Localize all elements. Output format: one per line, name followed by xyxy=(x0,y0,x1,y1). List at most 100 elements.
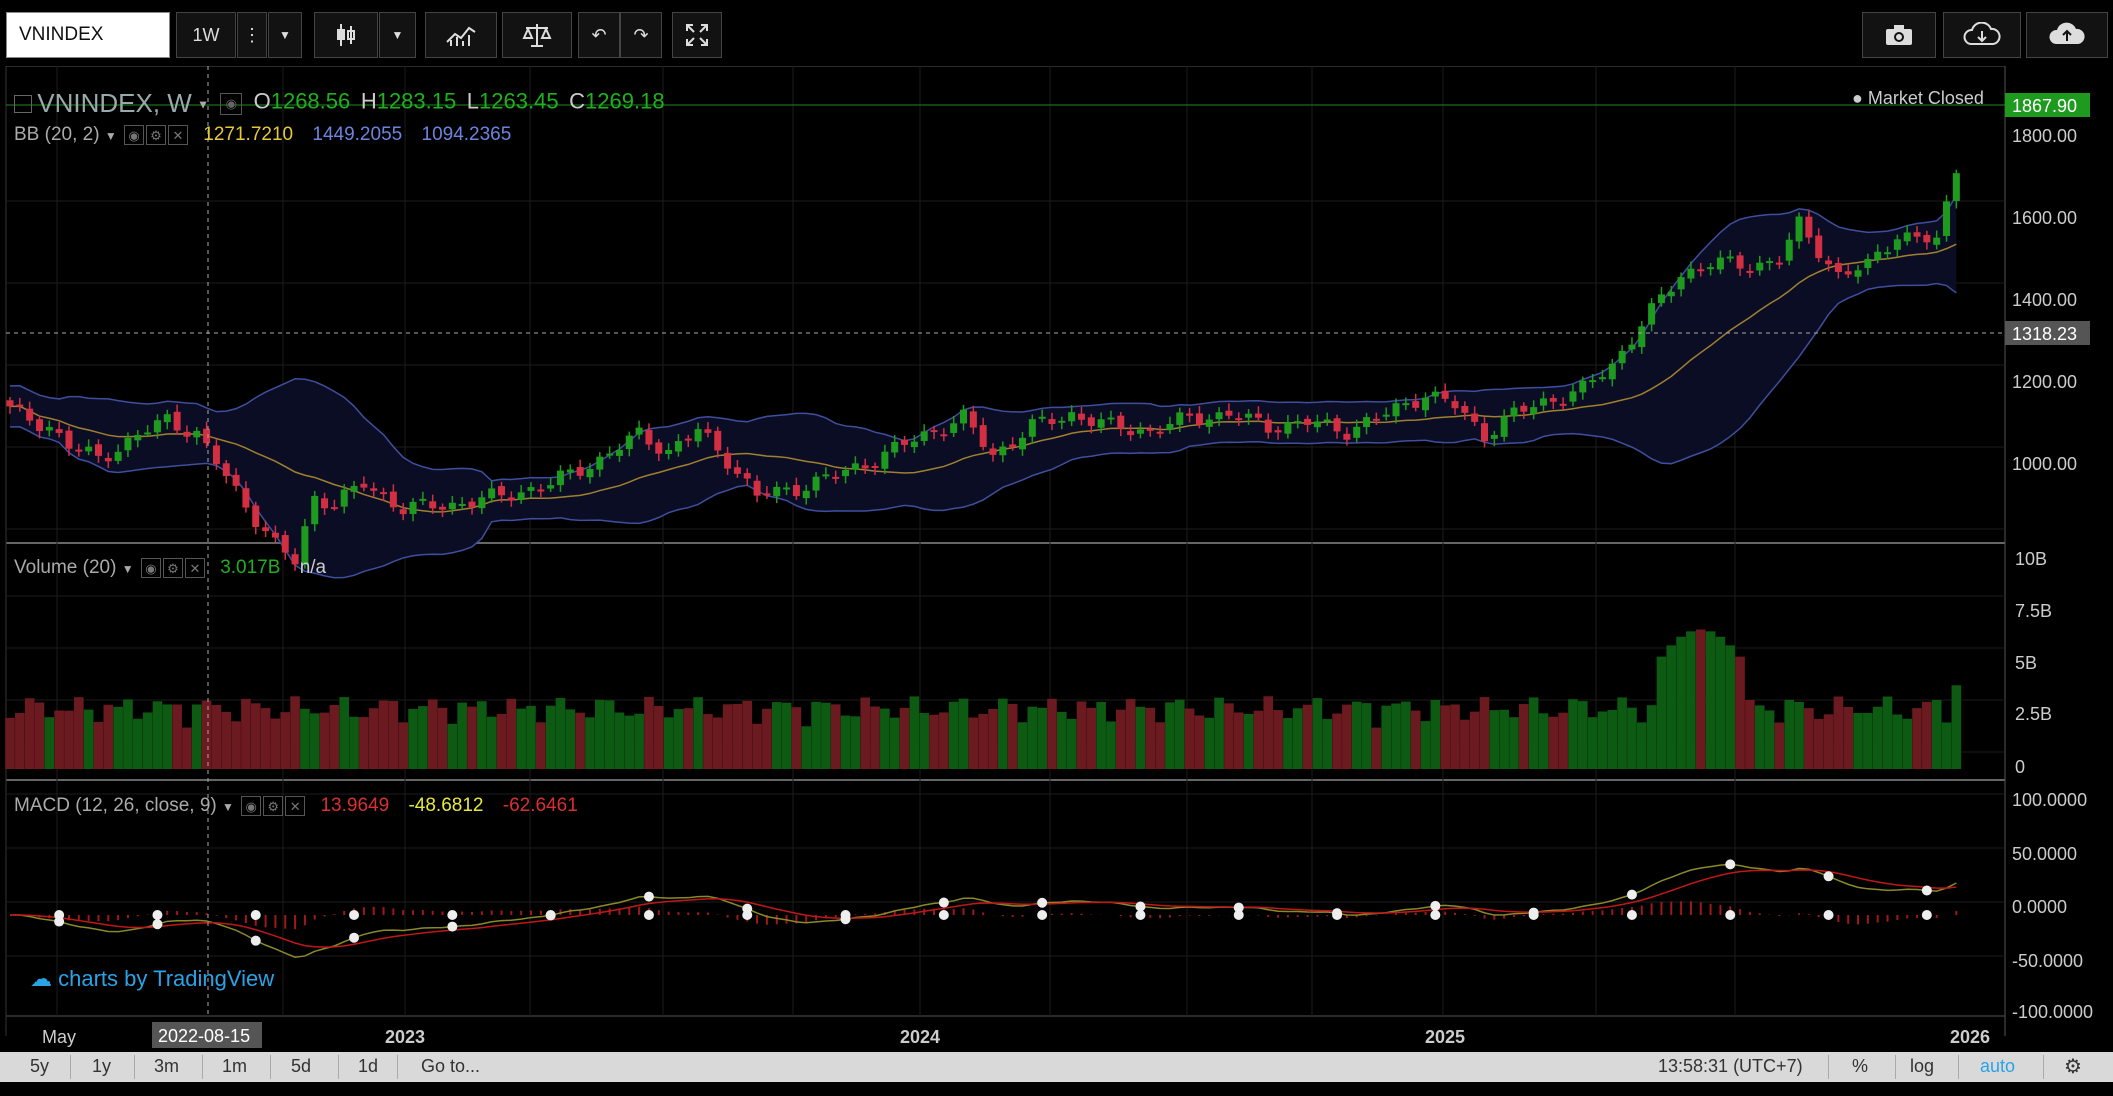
candle-body xyxy=(556,470,564,486)
volume-bar xyxy=(1233,712,1244,769)
candle-body xyxy=(979,425,987,447)
bb-lower-value: 1094.2365 xyxy=(421,124,512,146)
fullscreen-icon[interactable] xyxy=(672,12,722,58)
volume-bar xyxy=(1401,701,1411,769)
candle-body xyxy=(960,409,968,424)
macd-tick: -50.0000 xyxy=(2012,951,2083,971)
volume-bar xyxy=(1804,708,1814,769)
goto-date-button[interactable]: Go to... xyxy=(421,1056,481,1076)
candle-body xyxy=(851,463,859,470)
candle-body xyxy=(1943,201,1951,237)
bb-legend: BB (20, 2) ▼ ◉ ⚙ ✕ 1271.7210 1449.2055 109… xyxy=(14,124,511,146)
range-1m-button[interactable]: 1m xyxy=(222,1056,248,1076)
visibility-icon[interactable]: ◉ xyxy=(220,92,243,115)
bb-close-icon[interactable]: ✕ xyxy=(168,125,188,145)
interval-button[interactable]: 1W xyxy=(176,12,236,58)
volume-bar xyxy=(1656,656,1667,769)
redo-icon[interactable]: ↷ xyxy=(620,12,662,58)
interval-label: 1W xyxy=(192,24,220,45)
volume-bar xyxy=(1597,711,1608,769)
candle-body xyxy=(6,400,14,407)
bb-dropdown-icon[interactable]: ▼ xyxy=(104,129,117,144)
cloud-load-icon[interactable] xyxy=(1943,12,2021,58)
candle-body xyxy=(1726,256,1734,259)
bb-settings-icon[interactable]: ⚙ xyxy=(146,125,166,145)
price-candles xyxy=(6,169,1960,571)
volume-bar xyxy=(1420,721,1431,769)
volume-visibility-icon[interactable]: ◉ xyxy=(140,558,161,578)
volume-bar xyxy=(191,704,202,769)
volume-bar xyxy=(771,702,782,769)
volume-bars xyxy=(5,629,1962,769)
volume-close-icon[interactable]: ✕ xyxy=(184,558,205,578)
cloud-save-icon[interactable] xyxy=(2026,12,2108,58)
settings-gear-icon[interactable]: ⚙ xyxy=(2064,1056,2082,1078)
volume-bar xyxy=(132,718,143,769)
volume-axis[interactable]: 10B 7.5B 5B 2.5B 0 xyxy=(2015,549,2052,777)
volume-dropdown-icon[interactable]: ▼ xyxy=(121,562,134,577)
volume-bar xyxy=(1538,713,1549,769)
macd-visibility-icon[interactable]: ◉ xyxy=(241,796,262,816)
volume-bar xyxy=(260,708,271,769)
candle-body xyxy=(1156,431,1164,434)
macd-close-icon[interactable]: ✕ xyxy=(285,796,306,816)
macd-marker xyxy=(152,910,163,920)
volume-bar xyxy=(1754,705,1765,769)
volume-settings-icon[interactable]: ⚙ xyxy=(162,558,183,578)
range-1y-button[interactable]: 1y xyxy=(92,1056,112,1076)
candle-body xyxy=(1422,397,1430,411)
tradingview-watermark[interactable]: ☁ charts by TradingView xyxy=(30,966,274,992)
candle-body xyxy=(85,446,93,452)
symbol-search-input[interactable]: VNINDEX xyxy=(6,12,170,58)
range-5y-button[interactable]: 5y xyxy=(30,1056,50,1076)
indicators-icon[interactable] xyxy=(425,12,497,58)
macd-axis[interactable]: 100.0000 50.0000 0.0000 -50.0000 -100.00… xyxy=(2012,790,2093,1022)
range-5d-button[interactable]: 5d xyxy=(291,1056,312,1076)
interval-dropdown-icon[interactable]: ▼ xyxy=(268,12,302,58)
macd-marker xyxy=(1725,859,1736,870)
compare-scale-icon[interactable] xyxy=(502,12,572,58)
bb-upper-value: 1449.2055 xyxy=(312,124,403,146)
chart-type-dropdown-icon[interactable]: ▼ xyxy=(379,12,416,58)
more-menu-icon[interactable]: ⋮ xyxy=(237,12,267,58)
volume-bar xyxy=(919,712,929,769)
auto-scale-button[interactable]: auto xyxy=(1980,1056,2016,1076)
volume-bar xyxy=(83,709,94,769)
volume-bar xyxy=(477,701,487,769)
bb-visibility-icon[interactable]: ◉ xyxy=(124,125,144,145)
volume-bar xyxy=(821,702,831,769)
candle-body xyxy=(1304,418,1312,425)
candle-body xyxy=(1893,239,1901,250)
macd-dropdown-icon[interactable]: ▼ xyxy=(222,800,234,815)
range-3m-button[interactable]: 3m xyxy=(154,1056,180,1076)
volume-bar xyxy=(241,698,251,769)
volume-bar xyxy=(1204,717,1215,769)
camera-snapshot-icon[interactable] xyxy=(1862,12,1936,58)
percent-scale-button[interactable]: % xyxy=(1852,1056,1869,1076)
volume-bar xyxy=(1489,710,1500,769)
range-1d-button[interactable]: 1d xyxy=(358,1056,379,1076)
chart-canvas[interactable]: 1800.00 1600.00 1400.00 1200.00 1000.00 … xyxy=(0,66,2113,1052)
price-axis[interactable]: 1800.00 1600.00 1400.00 1200.00 1000.00 … xyxy=(2005,93,2090,474)
time-axis[interactable]: May 2023 2024 2025 2026 2022-08-15 xyxy=(42,1022,1990,1048)
volume-bar xyxy=(555,697,566,769)
macd-settings-icon[interactable]: ⚙ xyxy=(263,796,284,816)
candle-body xyxy=(1284,422,1292,434)
macd-legend: MACD (12, 26, close, 9) ▼ ◉ ⚙ ✕ 13.9649 -4… xyxy=(14,795,578,817)
symbol-dropdown-icon[interactable]: ▼ xyxy=(197,97,210,112)
candle-body xyxy=(75,449,83,452)
candle-body xyxy=(45,426,53,431)
candle-body xyxy=(1825,260,1833,265)
volume-bar xyxy=(1440,705,1450,769)
collapse-icon[interactable] xyxy=(14,94,32,113)
undo-icon[interactable]: ↶ xyxy=(578,12,620,58)
candles-chart-type-icon[interactable] xyxy=(314,12,378,58)
volume-bar xyxy=(1548,716,1559,769)
clock-timezone[interactable]: 13:58:31 (UTC+7) xyxy=(1658,1056,1803,1076)
candle-body xyxy=(1844,271,1852,275)
candle-body xyxy=(930,430,938,433)
bollinger-bands xyxy=(9,194,1957,579)
volume-bar xyxy=(437,707,448,769)
market-status: ● Market Closed xyxy=(1852,88,1984,108)
log-scale-button[interactable]: log xyxy=(1910,1056,1935,1076)
